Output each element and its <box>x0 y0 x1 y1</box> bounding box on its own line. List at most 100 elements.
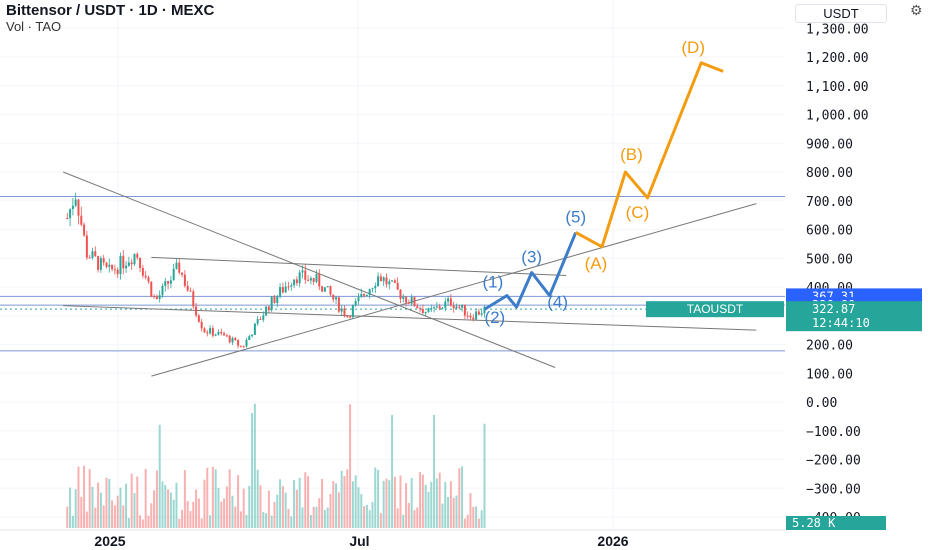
volume-bar <box>164 485 167 528</box>
candle-body <box>265 306 268 316</box>
candle-body <box>337 297 340 312</box>
volume-bar <box>178 518 181 528</box>
y-tick-label: 1,100.00 <box>806 80 869 95</box>
volume-bar <box>209 515 212 528</box>
volume-bar <box>97 482 100 528</box>
candle-body <box>108 264 111 267</box>
volume-bar <box>475 506 478 528</box>
y-tick-label: 600.00 <box>806 224 853 239</box>
volume-bar <box>71 515 74 528</box>
blue-wave-path <box>484 231 578 311</box>
candle-body <box>444 301 447 308</box>
volume-bar <box>332 481 335 528</box>
volume-bar <box>88 469 91 528</box>
volume-bar <box>141 519 144 528</box>
candle-body <box>183 274 186 286</box>
volume-bar <box>284 492 287 528</box>
candle-body <box>203 328 206 333</box>
volume-bar <box>287 508 290 528</box>
candle-body <box>130 262 133 265</box>
volume-bar <box>167 489 170 528</box>
candle-body <box>382 277 385 282</box>
volume-bar <box>413 510 416 528</box>
volume-value: 5.28 K <box>792 516 836 530</box>
candle-body <box>351 305 354 318</box>
y-axis[interactable]: 1,300.00 1,200.00 1,100.00 1,000.00 900.00 80… <box>806 22 869 526</box>
candle-body <box>223 333 226 336</box>
candle-body <box>295 279 298 284</box>
candle-body <box>105 262 108 267</box>
volume-bar <box>66 506 69 528</box>
x-axis[interactable]: 2025 Jul 2026 <box>0 529 785 549</box>
candle-body <box>463 304 466 316</box>
volume-bar <box>388 480 391 528</box>
volume-bar <box>483 423 486 528</box>
volume-bar <box>105 477 108 528</box>
candle-body <box>354 301 357 306</box>
candle-body <box>262 315 265 320</box>
volume-bar <box>147 515 150 528</box>
volume-bar <box>125 483 128 528</box>
bar-countdown: 12:44:10 <box>812 316 870 330</box>
candle-body <box>164 281 167 286</box>
volume-bar <box>94 507 97 528</box>
candle-body <box>332 294 335 300</box>
candle-body <box>343 308 346 317</box>
volume-bar <box>379 513 382 528</box>
candle-body <box>133 253 136 265</box>
candle-body <box>483 306 486 314</box>
volume-bar <box>393 476 396 528</box>
wave-label: (B) <box>620 145 643 164</box>
volume-bar <box>206 467 209 528</box>
volume-bar <box>231 495 234 528</box>
volume-bar <box>438 472 441 528</box>
candle-body <box>290 285 293 287</box>
volume-bar <box>343 476 346 528</box>
volume-bar <box>155 470 158 528</box>
candle-body <box>239 345 242 347</box>
volume-bar <box>435 478 438 528</box>
candle-body <box>298 272 301 284</box>
volume-bar <box>419 471 422 528</box>
x-tick-label: 2025 <box>94 533 125 549</box>
volume-bar <box>77 466 80 528</box>
volume-bar <box>455 495 458 528</box>
volume-indicator-label[interactable]: Vol · TAO <box>6 19 62 34</box>
last-price-value: 322.87 <box>812 302 855 316</box>
volume-bar <box>368 510 371 528</box>
candle-body <box>368 289 371 296</box>
volume-bar <box>102 505 105 528</box>
volume-bar <box>340 470 343 528</box>
candle-body <box>452 305 455 309</box>
symbol-badge <box>646 301 784 318</box>
candle-body <box>144 275 147 278</box>
candle-body <box>413 297 416 307</box>
candle-body <box>301 270 304 273</box>
volume-bar <box>391 414 394 528</box>
volume-bar <box>80 496 83 528</box>
wave-label: (1) <box>482 273 503 292</box>
candle-body <box>357 297 360 302</box>
candle-body <box>116 269 119 275</box>
currency-unit-button[interactable]: USDT <box>795 4 887 23</box>
candle-body <box>71 205 74 210</box>
volume-bar <box>298 477 301 528</box>
volume-bar <box>405 483 408 528</box>
candle-body <box>441 307 444 309</box>
volume-bar <box>427 491 430 528</box>
candle-body <box>74 199 77 206</box>
volume-bar <box>239 511 242 528</box>
volume-bar <box>374 467 377 528</box>
volume-bar <box>410 478 413 528</box>
candle-body <box>139 257 142 268</box>
settings-gear-icon[interactable]: ⚙ <box>910 2 923 18</box>
candle-body <box>189 290 192 292</box>
volume-bar <box>237 475 240 528</box>
candle-body <box>365 295 368 297</box>
volume-bar <box>416 507 419 528</box>
candle-body <box>127 262 130 266</box>
volume-bar <box>461 466 464 528</box>
volume-bar <box>195 489 198 528</box>
